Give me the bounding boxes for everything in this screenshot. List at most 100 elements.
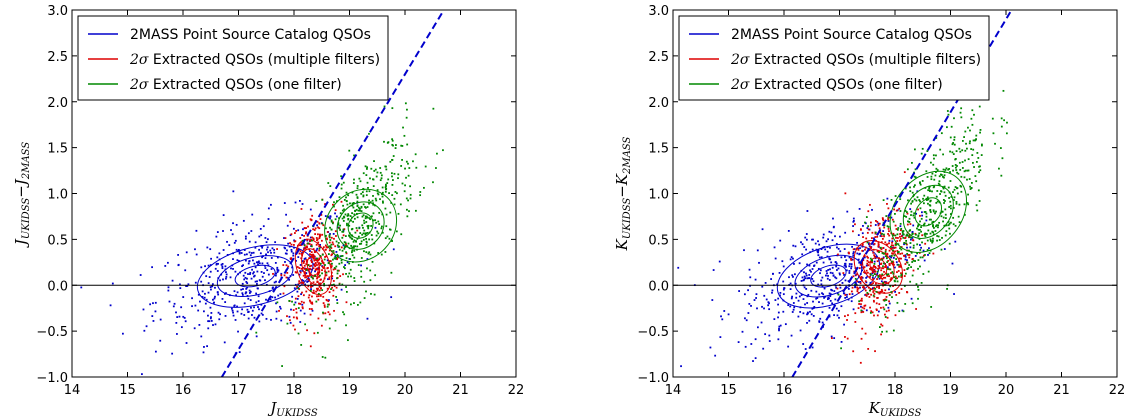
- data-point: [329, 245, 331, 248]
- data-point: [397, 212, 400, 215]
- data-point: [154, 350, 157, 353]
- data-point: [343, 246, 346, 248]
- data-point: [179, 283, 181, 286]
- data-point: [334, 245, 337, 248]
- x-tick-label: 15: [720, 383, 737, 398]
- data-point: [356, 204, 359, 207]
- data-point: [172, 305, 175, 308]
- data-point: [898, 265, 901, 268]
- data-point: [894, 314, 897, 317]
- data-point: [338, 248, 341, 251]
- data-point: [400, 233, 403, 236]
- data-point: [228, 244, 231, 247]
- data-point: [941, 236, 943, 239]
- data-point: [372, 203, 375, 206]
- data-point: [848, 256, 851, 259]
- data-point: [201, 296, 204, 298]
- data-point: [891, 296, 893, 299]
- data-point: [344, 213, 347, 216]
- data-point: [788, 276, 790, 279]
- data-point: [225, 275, 228, 278]
- data-point: [341, 283, 344, 286]
- data-point: [342, 215, 345, 218]
- data-point: [951, 262, 954, 265]
- data-point: [891, 218, 894, 221]
- data-point: [886, 273, 888, 276]
- data-point: [211, 285, 214, 288]
- data-point: [331, 241, 334, 244]
- data-point: [306, 329, 308, 332]
- data-point: [435, 167, 437, 169]
- data-point: [237, 330, 239, 333]
- data-point: [216, 256, 219, 259]
- x-tick-label: 14: [665, 383, 682, 398]
- data-point: [862, 236, 864, 238]
- data-point: [828, 230, 831, 233]
- data-point: [852, 252, 855, 255]
- data-point: [883, 281, 886, 284]
- legend-entry: 2σ Extracted QSOs (multiple filters): [730, 52, 981, 68]
- data-point: [350, 275, 352, 278]
- data-point: [381, 191, 384, 194]
- data-point: [727, 313, 730, 316]
- data-point: [876, 278, 878, 280]
- data-point: [936, 190, 939, 192]
- data-point: [899, 233, 902, 235]
- data-point: [881, 290, 884, 293]
- data-point: [327, 182, 330, 184]
- data-point: [879, 231, 882, 234]
- data-point: [866, 241, 869, 244]
- data-point: [341, 255, 344, 257]
- data-point: [887, 207, 890, 210]
- data-point: [955, 150, 958, 153]
- data-point: [306, 280, 309, 283]
- data-point: [346, 261, 349, 264]
- data-point: [365, 174, 368, 176]
- data-point: [351, 238, 354, 240]
- data-point: [198, 324, 201, 326]
- data-point: [860, 309, 863, 312]
- data-point: [808, 264, 811, 267]
- data-point: [179, 287, 182, 290]
- data-point: [820, 256, 823, 259]
- data-point: [357, 264, 360, 266]
- data-point: [317, 241, 320, 244]
- data-point: [370, 167, 373, 170]
- data-point: [862, 225, 864, 227]
- data-point: [977, 157, 980, 159]
- data-point: [913, 216, 916, 219]
- data-point: [345, 200, 348, 203]
- data-point: [367, 252, 370, 255]
- data-point: [230, 229, 232, 231]
- data-point: [872, 278, 875, 280]
- data-point: [363, 219, 365, 222]
- data-point: [833, 314, 835, 317]
- data-point: [226, 240, 228, 243]
- data-point: [368, 217, 371, 219]
- data-point: [351, 204, 354, 207]
- data-point: [894, 242, 897, 245]
- data-point: [952, 153, 955, 155]
- data-point: [357, 206, 360, 209]
- data-point: [313, 251, 316, 253]
- data-point: [869, 245, 872, 248]
- data-point: [807, 312, 809, 315]
- data-point: [904, 263, 907, 265]
- data-point: [888, 294, 891, 297]
- data-point: [304, 271, 306, 274]
- data-point: [818, 301, 820, 303]
- data-point: [904, 258, 907, 261]
- data-point: [877, 264, 880, 267]
- data-point: [940, 132, 943, 135]
- data-point: [805, 248, 808, 251]
- data-point: [896, 228, 899, 231]
- data-point: [339, 229, 341, 231]
- data-point: [820, 248, 823, 250]
- data-point: [885, 310, 888, 313]
- data-point: [273, 251, 276, 254]
- data-point: [284, 261, 286, 263]
- data-point: [800, 294, 803, 296]
- data-point: [851, 286, 854, 289]
- data-point: [908, 254, 911, 256]
- data-point: [945, 167, 948, 170]
